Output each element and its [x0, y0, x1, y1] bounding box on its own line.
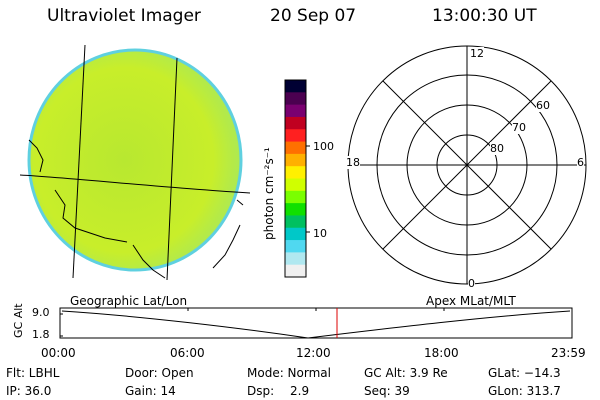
colorbar-segment — [285, 240, 306, 253]
glat-status: GLat: −14.3 — [488, 366, 561, 380]
colorbar-segment — [285, 80, 306, 93]
colorbar-segment — [285, 129, 306, 143]
gain-status: Gain: 14 — [125, 384, 176, 398]
glon-status: GLon: 313.7 — [488, 384, 561, 398]
polar-label-60: 60 — [536, 99, 550, 112]
polar-label-80: 80 — [490, 142, 504, 155]
y-tick-high: 9.0 — [32, 306, 50, 319]
altitude-curve — [61, 310, 571, 339]
colorbar-segment — [285, 92, 306, 106]
colorbar-unit-label: photon cm⁻²s⁻¹ — [262, 147, 276, 240]
instrument-title: Ultraviolet Imager — [47, 6, 201, 26]
dsp-value: 2.9 — [290, 384, 310, 398]
polar-label-70: 70 — [512, 121, 526, 134]
colorbar-segment — [285, 116, 306, 130]
colorbar-segment — [285, 264, 306, 278]
x-tick-0600: 06:00 — [170, 346, 205, 360]
colorbar-segment — [285, 141, 306, 155]
colorbar-segment — [285, 178, 306, 192]
door-status: Door: Open — [125, 366, 194, 380]
mode-status: Mode: Normal — [247, 366, 331, 380]
geographic-label: Geographic Lat/Lon — [70, 294, 188, 308]
ip-status: IP: 36.0 — [6, 384, 52, 398]
apex-label: Apex MLat/MLT — [426, 294, 516, 308]
polar-label-18: 18 — [346, 156, 360, 169]
colorbar-segment — [285, 203, 306, 216]
color-scale-bar — [284, 79, 310, 278]
colorbar-segment — [285, 252, 306, 266]
x-tick-1800: 18:00 — [424, 346, 459, 360]
colorbar-segment — [285, 227, 306, 241]
time-label: 13:00:30 UT — [432, 6, 537, 26]
seq-status: Seq: 39 — [364, 384, 410, 398]
y-tick-low: 1.8 — [32, 328, 50, 341]
altitude-timeline — [59, 307, 573, 339]
x-tick-0000: 00:00 — [41, 346, 76, 360]
colorbar-segment — [285, 104, 306, 118]
polar-label-0: 0 — [468, 277, 475, 290]
dsp-label: Dsp: — [247, 384, 275, 398]
colorbar-segment — [285, 153, 306, 167]
uv-image-disk — [19, 44, 251, 281]
x-tick-2359: 23:59 — [551, 346, 586, 360]
x-tick-1200: 12:00 — [296, 346, 331, 360]
filter-status: Flt: LBHL — [6, 366, 60, 380]
polar-plot — [347, 45, 587, 285]
colorbar-tick-100: 100 — [313, 140, 334, 153]
polar-label-12: 12 — [470, 47, 484, 60]
colorbar-segment — [285, 190, 306, 204]
polar-label-6: 6 — [577, 156, 584, 169]
date-label: 20 Sep 07 — [270, 6, 357, 26]
gc-alt-status: GC Alt: 3.9 Re — [364, 366, 448, 380]
y-axis-label: GC Alt — [12, 303, 25, 338]
colorbar-tick-10: 10 — [313, 227, 327, 240]
colorbar-segment — [285, 166, 306, 179]
colorbar-segment — [285, 215, 306, 229]
